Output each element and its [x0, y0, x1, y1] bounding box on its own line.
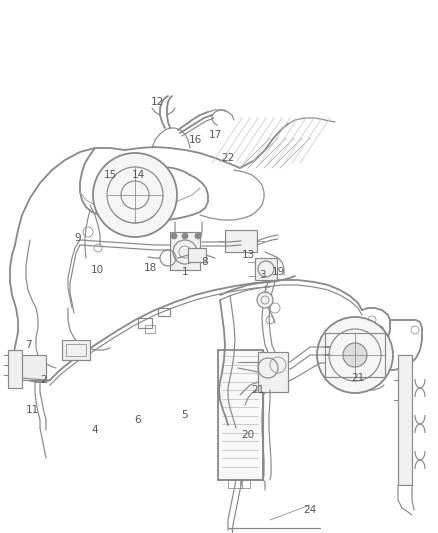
Bar: [138, 318, 152, 328]
Text: 7: 7: [25, 340, 31, 350]
Text: 18: 18: [143, 263, 157, 273]
Text: 11: 11: [25, 405, 39, 415]
Text: 2: 2: [41, 375, 47, 385]
Bar: [325, 333, 385, 377]
Bar: [258, 352, 288, 392]
Bar: [188, 248, 206, 262]
Bar: [158, 308, 170, 316]
Text: 15: 15: [103, 170, 117, 180]
Text: 8: 8: [201, 257, 208, 267]
Bar: [398, 355, 412, 485]
Circle shape: [343, 343, 367, 367]
Bar: [218, 350, 263, 480]
Bar: [8, 350, 22, 388]
Bar: [255, 258, 277, 280]
Circle shape: [317, 317, 393, 393]
Text: 14: 14: [131, 170, 145, 180]
Text: 21: 21: [351, 373, 364, 383]
Text: 19: 19: [272, 267, 285, 277]
Bar: [20, 355, 46, 380]
Text: 17: 17: [208, 130, 222, 140]
Text: 9: 9: [75, 233, 81, 243]
Text: 24: 24: [304, 505, 317, 515]
Circle shape: [257, 292, 273, 308]
Text: 5: 5: [182, 410, 188, 420]
Bar: [170, 232, 200, 270]
Circle shape: [171, 233, 177, 239]
Text: 1: 1: [182, 267, 188, 277]
Bar: [62, 340, 90, 360]
Text: 21: 21: [251, 385, 265, 395]
Bar: [225, 230, 257, 252]
Bar: [228, 480, 242, 488]
Bar: [145, 325, 155, 333]
Text: 4: 4: [92, 425, 98, 435]
Circle shape: [182, 233, 188, 239]
Circle shape: [93, 153, 177, 237]
Text: 12: 12: [150, 97, 164, 107]
Circle shape: [195, 233, 201, 239]
Text: 20: 20: [241, 430, 254, 440]
Text: 16: 16: [188, 135, 201, 145]
Text: 6: 6: [135, 415, 141, 425]
Text: 3: 3: [259, 270, 265, 280]
Text: 10: 10: [90, 265, 103, 275]
Text: 22: 22: [221, 153, 235, 163]
Bar: [240, 480, 250, 488]
Bar: [66, 344, 86, 356]
Text: 13: 13: [241, 250, 254, 260]
